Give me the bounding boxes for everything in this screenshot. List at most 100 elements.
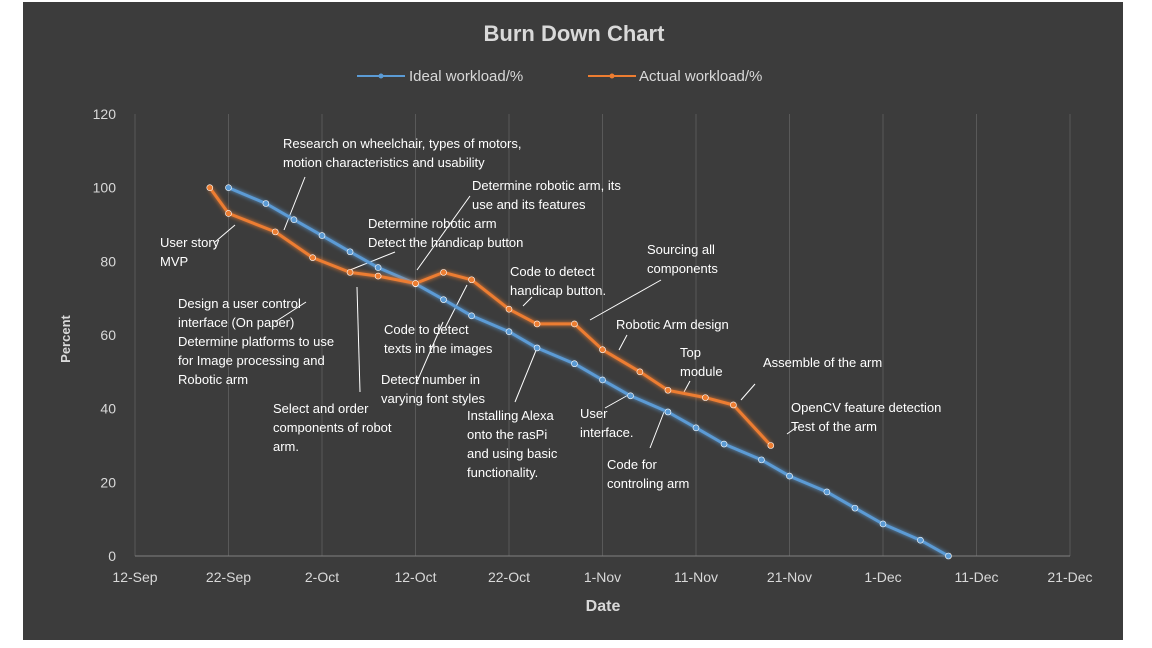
annotation-leader [589, 279, 662, 321]
annotation: User story MVP [160, 235, 220, 269]
y-tick-label: 40 [100, 401, 116, 417]
x-tick-label: 21-Dec [1047, 569, 1092, 585]
x-tick-label: 1-Dec [864, 569, 901, 585]
data-point-actual [505, 305, 513, 313]
series-line-actual [208, 186, 772, 447]
series [206, 184, 952, 560]
annotation-line: Top [680, 345, 701, 360]
annotation-line: User [580, 406, 608, 421]
data-point-actual [730, 401, 737, 409]
annotation-line: Determine robotic arm [368, 216, 497, 231]
annotation-line: Code for [607, 457, 658, 472]
annotation-line: MVP [160, 254, 188, 269]
annotation-leader [274, 301, 307, 323]
legend-marker-ideal [378, 73, 384, 79]
annotation-line: components [647, 261, 718, 276]
annotation-line: OpenCV feature detection [791, 400, 941, 415]
data-point-ideal [599, 376, 606, 384]
annotation-line: motion characteristics and usability [283, 155, 485, 170]
y-tick-label: 20 [100, 474, 116, 490]
x-tick-label: 22-Sep [206, 569, 251, 585]
annotation-leader [283, 176, 306, 231]
data-point-actual [374, 272, 382, 280]
legend-label-ideal: Ideal workload/% [409, 68, 523, 85]
annotation-leader [356, 286, 361, 393]
data-point-ideal [664, 408, 672, 416]
series-line-ideal [227, 186, 950, 558]
annotation-line: controling arm [607, 476, 689, 491]
x-tick-label: 2-Oct [305, 569, 339, 585]
annotation: Detect number in varying font styles [381, 372, 486, 406]
annotation-line: and using basic [467, 446, 558, 461]
data-point-actual [468, 276, 475, 284]
annotation: Select and order components of robot arm. [273, 401, 392, 454]
chart-title: Burn Down Chart [484, 21, 666, 46]
annotation: Top module [680, 345, 723, 379]
axes: 12-Sep 22-Sep 2-Oct 12-Oct 22-Oct 1-Nov 11-Nov… [93, 106, 1093, 585]
data-point-ideal [374, 264, 382, 271]
data-point-actual [636, 368, 644, 376]
annotation-leader [415, 321, 444, 385]
gridlines [134, 114, 1071, 556]
data-point-actual [309, 254, 316, 261]
data-point-ideal [627, 392, 634, 400]
annotation-line: interface (On paper) [178, 315, 294, 330]
annotation-leader [416, 195, 471, 271]
data-point-ideal [468, 312, 475, 320]
annotation-line: functionality. [467, 465, 538, 480]
data-point-ideal [225, 184, 232, 191]
annotation-leader [786, 426, 798, 435]
y-tick-label: 80 [100, 253, 116, 269]
annotation-line: Code to detect [384, 322, 469, 337]
annotation-leader [514, 347, 538, 403]
chart-canvas: Burn Down Chart Ideal workload/% Actual … [58, 21, 1093, 615]
annotation: Installing Alexa onto the rasPi and using … [467, 408, 558, 480]
annotation: Code to detect texts in the images [384, 322, 493, 356]
annotation: Design a user control interface (On paper… [178, 296, 334, 387]
data-point-ideal [823, 488, 831, 496]
data-point-actual [702, 394, 709, 401]
annotation: Determine robotic arm, its use and its fe… [472, 178, 621, 212]
data-point-ideal [692, 424, 700, 432]
annotation-line: arm. [273, 439, 299, 454]
data-point-ideal [758, 456, 765, 464]
legend-item-ideal: Ideal workload/% [357, 68, 523, 85]
burndown-chart: Burn Down Chart Ideal workload/% Actual … [23, 2, 1123, 640]
data-point-ideal [851, 504, 859, 512]
legend-marker-actual [609, 73, 615, 79]
x-axis-label: Date [586, 598, 621, 615]
annotations: Research on wheelchair, types of motors,… [160, 136, 941, 491]
annotation-leader [214, 224, 236, 243]
annotation-line: components of robot [273, 420, 392, 435]
annotation: Sourcing all components [647, 242, 718, 276]
y-tick-label: 0 [108, 548, 116, 564]
legend: Ideal workload/% Actual workload/% [357, 68, 762, 85]
annotation-line: interface. [580, 425, 633, 440]
annotation-leader [740, 383, 756, 401]
annotation-leader [683, 380, 691, 393]
annotation-line: varying font styles [381, 391, 486, 406]
annotation: Robotic Arm design [616, 317, 729, 332]
annotation-line: Installing Alexa [467, 408, 554, 423]
x-tick-label: 22-Oct [488, 569, 530, 585]
data-point-actual [599, 346, 606, 354]
data-point-ideal [440, 296, 447, 303]
data-point-actual [440, 269, 447, 276]
data-point-actual [206, 184, 214, 191]
x-tick-label: 1-Nov [584, 569, 621, 585]
annotation: OpenCV feature detection Test of the arm [791, 400, 941, 434]
data-point-actual [664, 386, 672, 394]
data-point-ideal [318, 232, 326, 239]
annotation-line: module [680, 364, 723, 379]
y-axis-label: Percent [58, 314, 73, 362]
annotation-line: Code to detect [510, 264, 595, 279]
annotation-line: Determine platforms to use [178, 334, 334, 349]
data-point-ideal [786, 472, 793, 480]
x-tick-label: 11-Nov [674, 569, 718, 585]
data-point-ideal [917, 536, 924, 544]
annotation: Code for controling arm [607, 457, 689, 491]
annotation: Determine robotic arm Detect the handicap… [368, 216, 523, 250]
data-point-ideal [346, 248, 354, 256]
data-point-actual [412, 280, 419, 287]
data-point-ideal [720, 440, 728, 448]
